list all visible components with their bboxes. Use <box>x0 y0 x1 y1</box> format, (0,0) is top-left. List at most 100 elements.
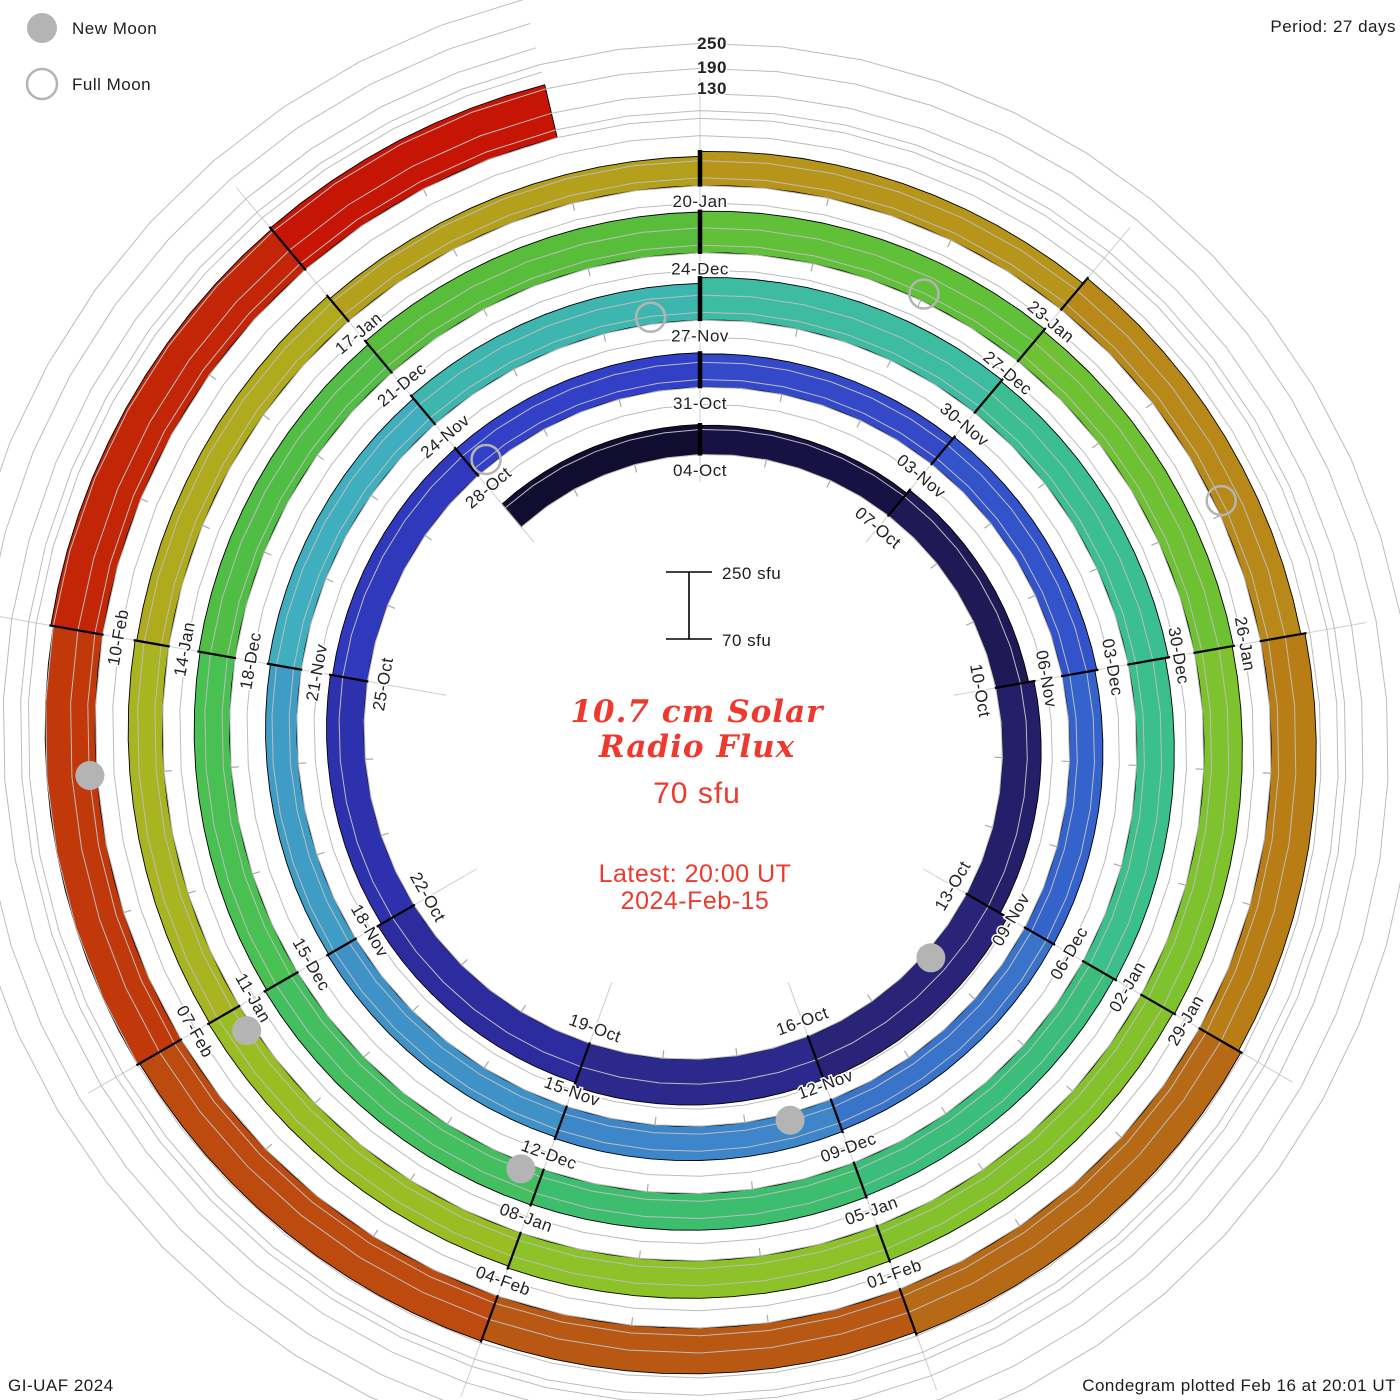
segment-boundary-tick <box>268 226 307 272</box>
day-tick <box>1242 901 1251 906</box>
day-tick <box>1177 882 1187 887</box>
day-tick <box>1091 442 1100 449</box>
new-moon-label: New Moon <box>72 19 157 38</box>
day-tick <box>362 1051 370 1059</box>
day-tick <box>743 1114 746 1124</box>
segment-boundary-tick <box>49 624 104 636</box>
day-tick <box>314 1097 322 1105</box>
day-tick <box>662 1050 665 1059</box>
date-label: 10-Oct <box>966 662 994 719</box>
date-label: 25-Oct <box>369 656 397 713</box>
segment-boundary-tick <box>376 903 416 928</box>
flux-scale-bar <box>666 571 712 640</box>
credit-label: GI-UAF 2024 <box>8 1376 114 1395</box>
day-tick <box>1066 1085 1074 1093</box>
day-tick <box>187 890 196 895</box>
day-tick <box>422 188 428 197</box>
day-tick <box>638 1250 641 1260</box>
flux-segment <box>507 1225 891 1299</box>
day-tick <box>1151 541 1160 546</box>
flux-segment <box>899 1027 1242 1335</box>
new-moon-marker <box>775 1105 805 1135</box>
new-moon-marker <box>75 761 105 791</box>
gridline-spiral-190sfu <box>0 23 1389 1400</box>
segment-boundary-tick <box>1127 656 1171 666</box>
flux-segment <box>501 424 701 528</box>
gridline-spiral-130sfu <box>2 47 1364 1400</box>
day-tick <box>513 368 518 377</box>
day-tick <box>411 1005 419 1012</box>
day-tick <box>520 1004 527 1013</box>
day-tick <box>1017 1039 1025 1047</box>
period-label: Period: 27 days <box>1270 17 1396 36</box>
day-tick <box>1113 863 1123 867</box>
segment-boundary-tick <box>553 1105 568 1141</box>
day-tick <box>372 1229 379 1238</box>
day-tick <box>482 308 488 317</box>
new-moon-marker <box>232 1016 262 1046</box>
radial-scale-250: 250 <box>697 34 727 53</box>
full-moon-icon <box>25 67 59 101</box>
day-tick <box>1049 843 1058 848</box>
day-tick <box>265 1143 273 1151</box>
day-tick <box>794 328 799 337</box>
day-tick <box>587 267 591 277</box>
segment-boundary-tick <box>965 892 1010 920</box>
flux-segment <box>876 994 1174 1261</box>
plotted-timestamp: Condegram plotted Feb 16 at 20:01 UT <box>1082 1376 1396 1395</box>
segment-boundary-tick <box>1259 631 1307 643</box>
date-label: 04-Oct <box>673 461 727 480</box>
segment-boundary-tick <box>325 937 358 957</box>
date-label: 24-Dec <box>671 259 729 278</box>
segment-boundary-tick <box>875 1224 892 1263</box>
segment-boundary-tick <box>1081 959 1118 982</box>
segment-boundary-tick <box>409 394 437 426</box>
day-tick <box>251 871 261 875</box>
day-tick <box>201 524 210 530</box>
day-tick <box>460 959 468 966</box>
segment-boundary-tick <box>328 673 369 683</box>
day-tick <box>1014 1219 1021 1227</box>
segment-boundary-tick <box>453 446 480 478</box>
day-tick <box>316 851 325 856</box>
day-tick <box>1115 1131 1123 1139</box>
new-moon-icon <box>27 13 57 43</box>
moon-legend: New Moon Full Moon <box>25 13 157 101</box>
day-tick <box>779 393 783 403</box>
day-tick <box>766 1314 769 1324</box>
day-tick <box>856 419 862 428</box>
day-tick <box>946 239 952 248</box>
day-tick <box>573 488 579 497</box>
day-tick <box>1038 482 1046 489</box>
current-flux-value: 70 sfu <box>653 777 741 810</box>
day-tick <box>424 534 432 541</box>
day-tick <box>208 373 217 381</box>
full-moon-label: Full Moon <box>72 75 151 94</box>
day-tick <box>977 1162 984 1171</box>
segment-boundary-tick <box>479 1294 499 1343</box>
day-tick <box>984 522 992 529</box>
segment-boundary-tick <box>363 339 394 375</box>
date-label: 27-Nov <box>671 327 729 346</box>
latest-time-label: Latest: 20:00 UT <box>599 860 792 888</box>
chart-title-line2: Radio Flux <box>598 729 795 765</box>
day-tick <box>903 1050 910 1059</box>
segment-boundary-tick <box>1016 327 1047 363</box>
segment-boundary-tick <box>263 970 299 993</box>
chart-title-line1: 10.7 cm Solar <box>570 694 825 730</box>
segment-boundary-tick <box>572 1042 591 1089</box>
radial-scale-130: 130 <box>697 79 727 98</box>
segment-boundary-tick <box>135 1038 183 1067</box>
day-tick <box>446 1117 453 1125</box>
radial-scale-labels: 250 190 130 <box>696 33 728 100</box>
flux-segment <box>530 1162 867 1231</box>
segment-boundary-tick <box>852 1161 868 1199</box>
day-tick <box>603 333 607 342</box>
day-tick <box>930 562 938 569</box>
day-tick <box>826 479 832 488</box>
day-tick <box>543 428 549 437</box>
flux-segment <box>807 893 1009 1082</box>
